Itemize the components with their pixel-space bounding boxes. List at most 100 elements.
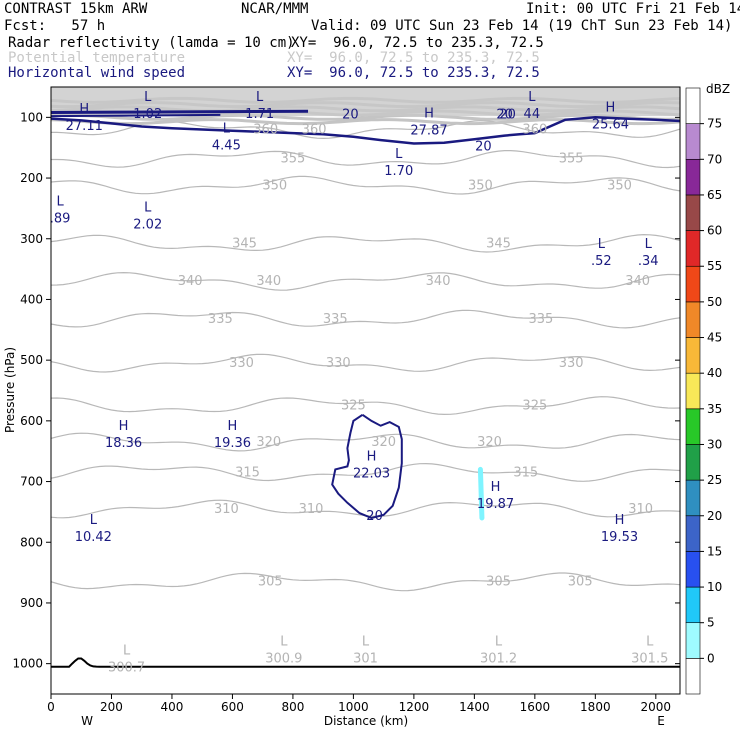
theta-label-325-1: 325 [522, 399, 547, 414]
contour-labels: 305 305 305 310 310 310 315 315 320 320 320 325 325 3… [50, 90, 669, 676]
theta-contour-330 [51, 353, 680, 373]
colorbar-label: 45 [707, 331, 722, 345]
extremum-value-2: 1.71 [245, 107, 274, 122]
wind-speed-contours [51, 109, 680, 521]
colorbar-swatch [685, 586, 701, 624]
y-tick-label: 900 [20, 596, 43, 610]
colorbar-swatch [685, 515, 701, 552]
field-2-xy: XY= 96.0, 72.5 to 235.3, 72.5 [287, 50, 540, 66]
extremum-letter-1: L [144, 90, 152, 105]
theta-label-345-0: 345 [232, 237, 257, 252]
extremum-value-3: 27.87 [410, 123, 447, 138]
theta-label-315-1: 315 [513, 465, 538, 480]
colorbar-label: 65 [707, 188, 722, 202]
theta-label-320-0: 320 [256, 435, 281, 450]
y-tick-label: 200 [20, 171, 43, 185]
reflectivity-cell [477, 466, 485, 521]
colorbar-swatch [685, 158, 701, 196]
extremum-value-5: 25.64 [592, 117, 629, 132]
theta-label-340-0: 340 [178, 274, 203, 289]
extremum-value-22: 301.5 [631, 652, 668, 667]
colorbar-swatch [685, 123, 701, 160]
colorbar-label: 75 [707, 117, 722, 131]
theta-label-350-2: 350 [607, 178, 632, 193]
axes: 100 200 300 400 500 600 700 800 900 1000 0 200 400 60… [12, 110, 680, 714]
theta-label-360-1: 360 [302, 122, 327, 137]
colorbar-swatch [685, 230, 701, 267]
extremum-letter-11: L [645, 237, 653, 252]
y-tick-label: 300 [20, 232, 43, 246]
x-axis-west-label: W [81, 714, 93, 728]
colorbar-swatch [685, 265, 701, 303]
field-1-name: Radar reflectivity (lamda = 10 cm) [8, 35, 295, 51]
x-tick-label: 600 [221, 700, 244, 714]
theta-label-330-0: 330 [229, 356, 254, 371]
colorbar-label: 10 [707, 580, 722, 594]
extremum-value-21: 301.2 [480, 652, 517, 667]
extremum-value-17: 19.53 [601, 530, 638, 545]
field-3-xy: XY= 96.0, 72.5 to 235.3, 72.5 [287, 65, 540, 81]
colorbar-label: 35 [707, 402, 722, 416]
wind-contour-upper-2 [51, 113, 221, 118]
colorbar-label: 70 [707, 152, 722, 166]
theta-label-320-2: 320 [477, 435, 502, 450]
theta-contour-340 [51, 271, 680, 291]
y-tick-label: 600 [20, 414, 43, 428]
y-tick-label: 100 [20, 110, 43, 124]
extremum-letter-12: H [119, 419, 129, 434]
extremum-letter-9: L [144, 201, 152, 216]
extremum-value-20: 301 [353, 652, 378, 667]
x-tick-label: 800 [281, 700, 304, 714]
theta-label-355-1: 355 [559, 152, 584, 167]
theta-label-340-3: 340 [625, 274, 650, 289]
plot-frame [50, 86, 681, 695]
theta-label-315-0: 315 [235, 465, 260, 480]
theta-label-335-1: 335 [323, 312, 348, 327]
x-tick-label: 2000 [641, 700, 672, 714]
colorbar-label: 60 [707, 224, 722, 238]
colorbar-label: 0 [707, 651, 715, 665]
surface-line [51, 657, 680, 668]
extremum-value-7: 1.70 [384, 164, 413, 179]
extremum-letter-6: L [223, 122, 231, 137]
extremum-letter-15: H [491, 480, 501, 495]
extremum-letter-14: H [367, 449, 377, 464]
forecast-hour: Fcst: 57 h [4, 18, 106, 34]
extremum-letter-8: L [56, 194, 64, 209]
extremum-value-6: 4.45 [212, 139, 241, 154]
y-tick-label: 800 [20, 535, 43, 549]
extremum-letter-19: L [280, 635, 288, 650]
colorbar-label: 15 [707, 544, 722, 558]
wind-contour-label-2: 20 [475, 139, 492, 154]
theta-contour-320 [51, 432, 680, 452]
extremum-value-10: .52 [591, 254, 612, 269]
theta-label-305-1: 305 [486, 575, 511, 590]
theta-contour-350 [51, 175, 680, 195]
extremum-value-12: 18.36 [105, 436, 142, 451]
extremum-value-19: 300.9 [265, 652, 302, 667]
x-axis-east-label: E [657, 714, 665, 728]
y-axis-title: Pressure (hPa) [3, 347, 17, 433]
x-tick-label: 1000 [338, 700, 369, 714]
field-3-name: Horizontal wind speed [8, 65, 186, 81]
extremum-letter-22: L [646, 635, 654, 650]
extremum-letter-5: H [606, 100, 616, 115]
colorbar-swatch [685, 658, 701, 695]
valid-time: Valid: 09 UTC Sun 23 Feb 14 (19 ChT Sun … [311, 18, 733, 34]
colorbar-swatch [685, 444, 701, 481]
extremum-value-1: 1.02 [133, 107, 162, 122]
theta-label-335-0: 335 [208, 312, 233, 327]
theta-label-320-1: 320 [371, 435, 396, 450]
y-tick-label: 400 [20, 292, 43, 306]
theta-label-350-0: 350 [262, 178, 287, 193]
colorbar-swatch [685, 372, 701, 410]
extremum-letter-10: L [598, 237, 606, 252]
x-tick-label: 0 [47, 700, 55, 714]
extremum-letter-16: L [90, 513, 98, 528]
theta-label-310-1: 310 [299, 502, 324, 517]
wind-contour-label-1: 20 [499, 107, 516, 122]
theta-label-340-2: 340 [426, 274, 451, 289]
extremum-letter-17: H [615, 513, 625, 528]
colorbar-label: 25 [707, 473, 722, 487]
